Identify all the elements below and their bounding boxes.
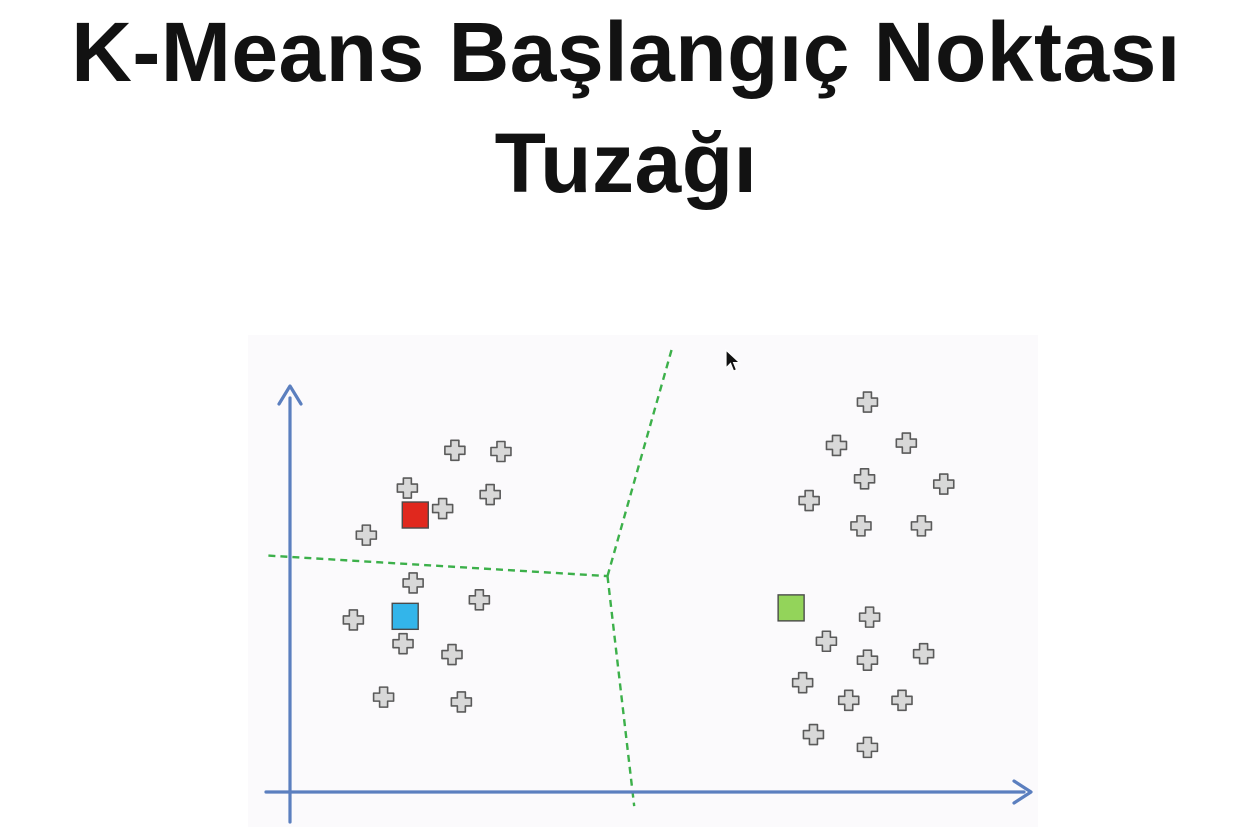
plus-marker-icon [402, 572, 424, 594]
plus-marker-icon [856, 649, 879, 671]
plus-marker-icon [825, 434, 848, 457]
plus-marker-icon [392, 632, 414, 655]
plus-marker-icon [858, 606, 881, 628]
plus-marker-icon [441, 643, 463, 666]
plus-marker-icon [895, 432, 918, 454]
plus-marker-icon [910, 515, 933, 537]
title-line-1: K-Means Başlangıç Noktası [71, 5, 1181, 99]
plus-marker-icon [853, 468, 876, 490]
plus-marker-icon [837, 689, 860, 712]
centroid-red [401, 501, 429, 529]
plus-marker-icon [396, 477, 419, 499]
plus-marker-icon [342, 609, 365, 631]
plus-marker-icon [490, 440, 512, 463]
plus-marker-icon [891, 689, 913, 712]
plus-marker-icon [815, 630, 838, 653]
centroid-blue [391, 602, 419, 631]
plus-marker-icon [444, 439, 466, 462]
plus-marker-icon [431, 497, 454, 520]
plus-marker-icon [798, 489, 820, 512]
y-axis-arrowhead [277, 384, 303, 406]
plus-marker-icon [802, 723, 825, 746]
plus-marker-icon [355, 524, 378, 546]
axes [264, 384, 1033, 824]
plot-background [248, 335, 1038, 827]
plus-marker-icon [479, 483, 501, 506]
cluster-boundary-line [268, 554, 608, 578]
plus-marker-icon [850, 515, 872, 537]
plus-marker-icon [468, 589, 491, 611]
plus-marker-icon [372, 686, 395, 708]
centroids [391, 501, 805, 631]
plus-marker-icon [856, 391, 879, 413]
cluster-boundary-line [606, 349, 673, 577]
plus-marker-icon [932, 473, 955, 495]
plus-marker-icon [912, 642, 935, 665]
centroid-green [777, 594, 805, 622]
mouse-pointer-icon [725, 348, 742, 372]
cluster-boundary-line [606, 575, 636, 807]
x-axis-arrowhead [1012, 779, 1033, 805]
plus-marker-icon [856, 736, 879, 759]
plus-marker-icon [791, 671, 814, 694]
data-points [342, 391, 955, 759]
plus-marker-icon [450, 691, 473, 713]
title-line-2: Tuzağı [494, 116, 758, 210]
cluster-boundaries [268, 349, 673, 807]
